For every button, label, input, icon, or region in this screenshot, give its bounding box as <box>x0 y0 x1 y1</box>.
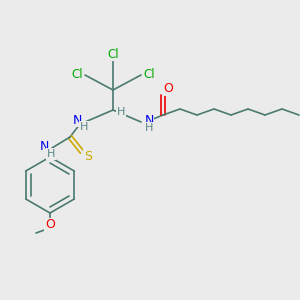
Text: Cl: Cl <box>71 68 83 82</box>
Text: Cl: Cl <box>107 47 119 61</box>
Text: H: H <box>117 107 125 117</box>
Text: H: H <box>80 122 88 132</box>
Text: N: N <box>39 140 49 152</box>
Text: S: S <box>84 149 92 163</box>
Text: H: H <box>47 149 55 159</box>
Text: O: O <box>45 218 55 232</box>
Text: Cl: Cl <box>143 68 155 82</box>
Text: N: N <box>144 113 154 127</box>
Text: H: H <box>145 123 153 133</box>
Text: O: O <box>163 82 173 95</box>
Text: N: N <box>72 113 82 127</box>
